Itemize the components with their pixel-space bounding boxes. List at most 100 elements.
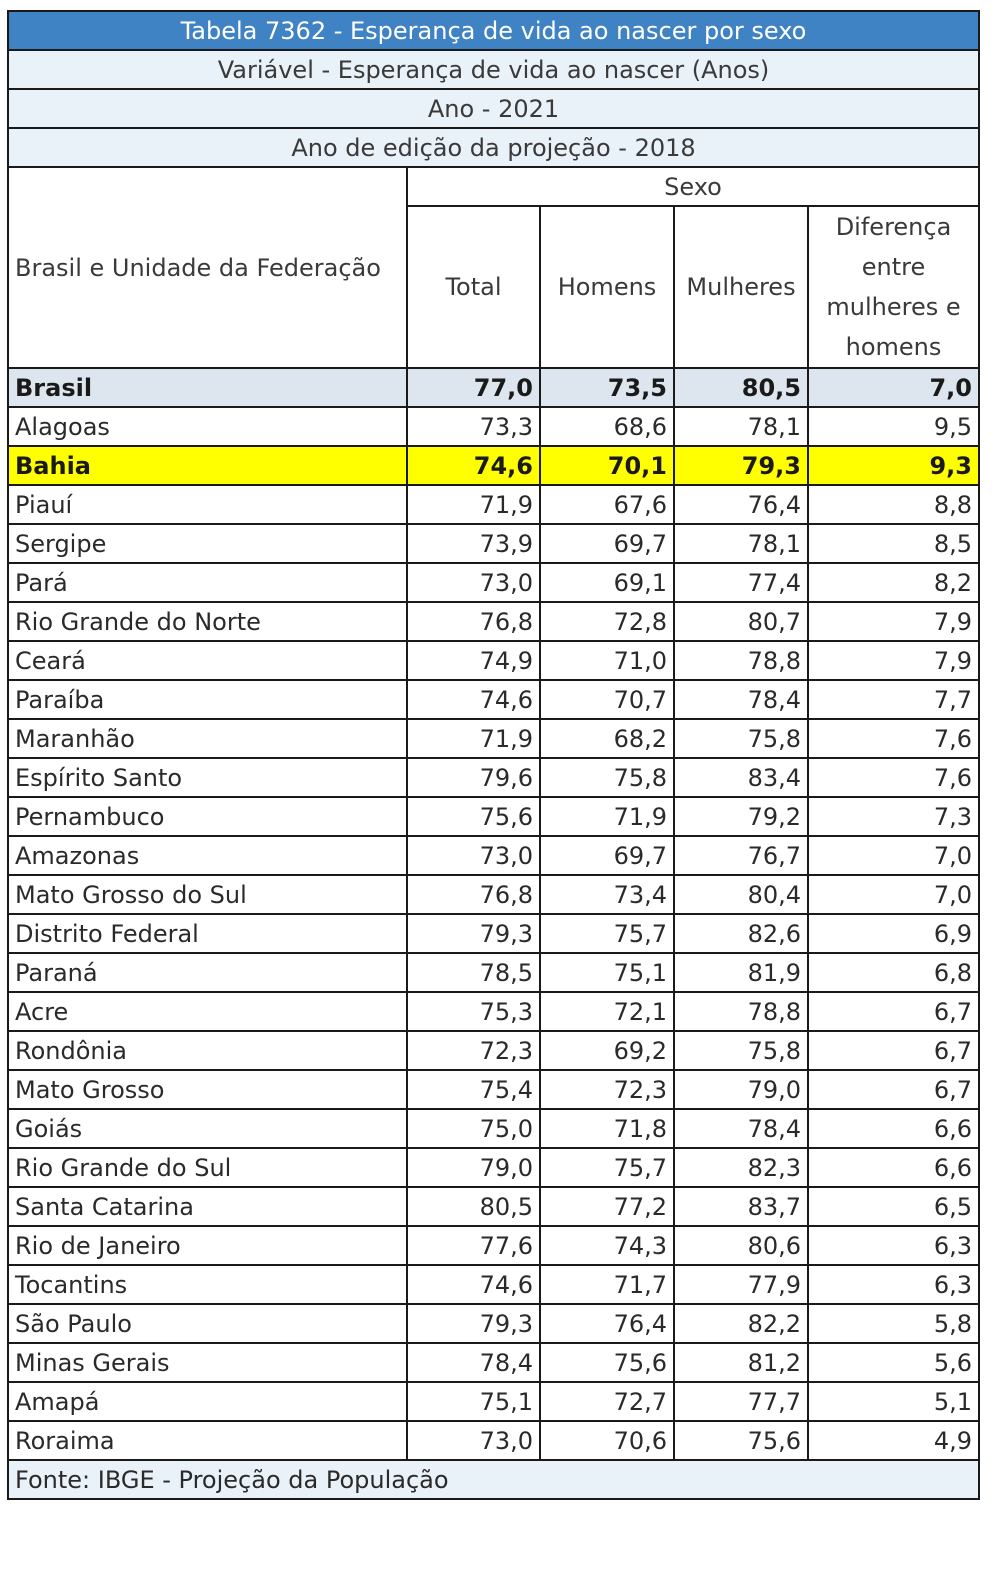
row-difference-cell: 9,3 — [807, 445, 980, 486]
row-name-cell: Rio de Janeiro — [7, 1225, 408, 1266]
row-name-cell: Brasil — [7, 367, 408, 408]
row-women-cell: 76,4 — [673, 484, 809, 525]
year-row: Ano - 2021 — [7, 88, 980, 129]
row-difference-cell: 7,9 — [807, 640, 980, 681]
edition-label: Ano de edição da projeção - 2018 — [7, 127, 980, 168]
table-row: Acre 75,3 72,1 78,8 6,7 — [7, 991, 980, 1032]
row-difference-cell: 4,9 — [807, 1420, 980, 1461]
row-men-cell: 70,6 — [539, 1420, 675, 1461]
row-total-cell: 71,9 — [406, 484, 541, 525]
table-row: Roraima 73,0 70,6 75,6 4,9 — [7, 1420, 980, 1461]
table-row: Pará 73,0 69,1 77,4 8,2 — [7, 562, 980, 603]
row-total-cell: 75,0 — [406, 1108, 541, 1149]
row-men-cell: 70,7 — [539, 679, 675, 720]
row-men-cell: 71,8 — [539, 1108, 675, 1149]
row-name-cell: Rio Grande do Sul — [7, 1147, 408, 1188]
table-title: Tabela 7362 - Esperança de vida ao nasce… — [7, 10, 980, 51]
row-difference-cell: 7,6 — [807, 757, 980, 798]
row-women-cell: 75,6 — [673, 1420, 809, 1461]
row-total-cell: 74,6 — [406, 679, 541, 720]
table-row: Goiás 75,0 71,8 78,4 6,6 — [7, 1108, 980, 1149]
table-row: Brasil 77,0 73,5 80,5 7,0 — [7, 367, 980, 408]
row-name-cell: Mato Grosso do Sul — [7, 874, 408, 915]
row-difference-cell: 5,6 — [807, 1342, 980, 1383]
row-women-cell: 82,6 — [673, 913, 809, 954]
column-header-difference: Diferença entre mulheres e homens — [807, 205, 980, 369]
row-total-cell: 75,6 — [406, 796, 541, 837]
row-name-cell: Piauí — [7, 484, 408, 525]
table-row: Maranhão 71,9 68,2 75,8 7,6 — [7, 718, 980, 759]
row-total-cell: 76,8 — [406, 874, 541, 915]
row-total-cell: 79,6 — [406, 757, 541, 798]
row-difference-cell: 5,1 — [807, 1381, 980, 1422]
row-men-cell: 69,1 — [539, 562, 675, 603]
row-women-cell: 80,6 — [673, 1225, 809, 1266]
table-row: Distrito Federal 79,3 75,7 82,6 6,9 — [7, 913, 980, 954]
row-women-cell: 79,0 — [673, 1069, 809, 1110]
table-row: Espírito Santo 79,6 75,8 83,4 7,6 — [7, 757, 980, 798]
row-name-cell: Pernambuco — [7, 796, 408, 837]
row-men-cell: 68,2 — [539, 718, 675, 759]
row-women-cell: 78,4 — [673, 1108, 809, 1149]
row-difference-cell: 5,8 — [807, 1303, 980, 1344]
table-row: Paraíba 74,6 70,7 78,4 7,7 — [7, 679, 980, 720]
row-women-cell: 83,4 — [673, 757, 809, 798]
table-row: Ceará 74,9 71,0 78,8 7,9 — [7, 640, 980, 681]
table-row: Mato Grosso do Sul 76,8 73,4 80,4 7,0 — [7, 874, 980, 915]
row-total-cell: 71,9 — [406, 718, 541, 759]
row-total-cell: 74,6 — [406, 1264, 541, 1305]
row-difference-cell: 6,5 — [807, 1186, 980, 1227]
row-total-cell: 72,3 — [406, 1030, 541, 1071]
row-name-cell: Paraíba — [7, 679, 408, 720]
row-women-cell: 78,8 — [673, 991, 809, 1032]
row-women-cell: 75,8 — [673, 718, 809, 759]
row-name-cell: Acre — [7, 991, 408, 1032]
table-row: Rio Grande do Sul 79,0 75,7 82,3 6,6 — [7, 1147, 980, 1188]
row-men-cell: 72,1 — [539, 991, 675, 1032]
row-total-cell: 75,3 — [406, 991, 541, 1032]
row-difference-cell: 9,5 — [807, 406, 980, 447]
row-women-cell: 76,7 — [673, 835, 809, 876]
row-name-cell: Rio Grande do Norte — [7, 601, 408, 642]
row-name-cell: Minas Gerais — [7, 1342, 408, 1383]
row-difference-cell: 6,3 — [807, 1225, 980, 1266]
row-total-cell: 75,1 — [406, 1381, 541, 1422]
row-women-cell: 82,3 — [673, 1147, 809, 1188]
row-name-cell: Rondônia — [7, 1030, 408, 1071]
row-women-cell: 79,3 — [673, 445, 809, 486]
row-women-cell: 78,4 — [673, 679, 809, 720]
row-difference-cell: 7,9 — [807, 601, 980, 642]
row-name-cell: Bahia — [7, 445, 408, 486]
row-total-cell: 80,5 — [406, 1186, 541, 1227]
row-total-cell: 75,4 — [406, 1069, 541, 1110]
row-name-cell: Alagoas — [7, 406, 408, 447]
row-women-cell: 81,2 — [673, 1342, 809, 1383]
row-difference-cell: 6,7 — [807, 1069, 980, 1110]
table-row: Bahia 74,6 70,1 79,3 9,3 — [7, 445, 980, 486]
table-row: São Paulo 79,3 76,4 82,2 5,8 — [7, 1303, 980, 1344]
row-men-cell: 77,2 — [539, 1186, 675, 1227]
row-women-cell: 77,7 — [673, 1381, 809, 1422]
row-name-cell: Amapá — [7, 1381, 408, 1422]
row-women-cell: 83,7 — [673, 1186, 809, 1227]
row-men-cell: 75,6 — [539, 1342, 675, 1383]
row-name-cell: Maranhão — [7, 718, 408, 759]
row-difference-cell: 7,0 — [807, 835, 980, 876]
row-women-cell: 78,8 — [673, 640, 809, 681]
table-row: Rio de Janeiro 77,6 74,3 80,6 6,3 — [7, 1225, 980, 1266]
row-women-cell: 80,4 — [673, 874, 809, 915]
header-group-row: Brasil e Unidade da Federação Sexo — [7, 166, 980, 369]
row-difference-cell: 6,7 — [807, 991, 980, 1032]
row-name-cell: Pará — [7, 562, 408, 603]
row-difference-cell: 7,6 — [807, 718, 980, 759]
row-total-cell: 78,5 — [406, 952, 541, 993]
row-women-cell: 78,1 — [673, 523, 809, 564]
variable-label: Variável - Esperança de vida ao nascer (… — [7, 49, 980, 90]
row-total-cell: 73,3 — [406, 406, 541, 447]
variable-row: Variável - Esperança de vida ao nascer (… — [7, 49, 980, 90]
row-women-cell: 81,9 — [673, 952, 809, 993]
row-difference-cell: 6,8 — [807, 952, 980, 993]
row-difference-cell: 7,0 — [807, 874, 980, 915]
column-header-men: Homens — [539, 205, 675, 369]
column-header-region: Brasil e Unidade da Federação — [7, 166, 408, 369]
